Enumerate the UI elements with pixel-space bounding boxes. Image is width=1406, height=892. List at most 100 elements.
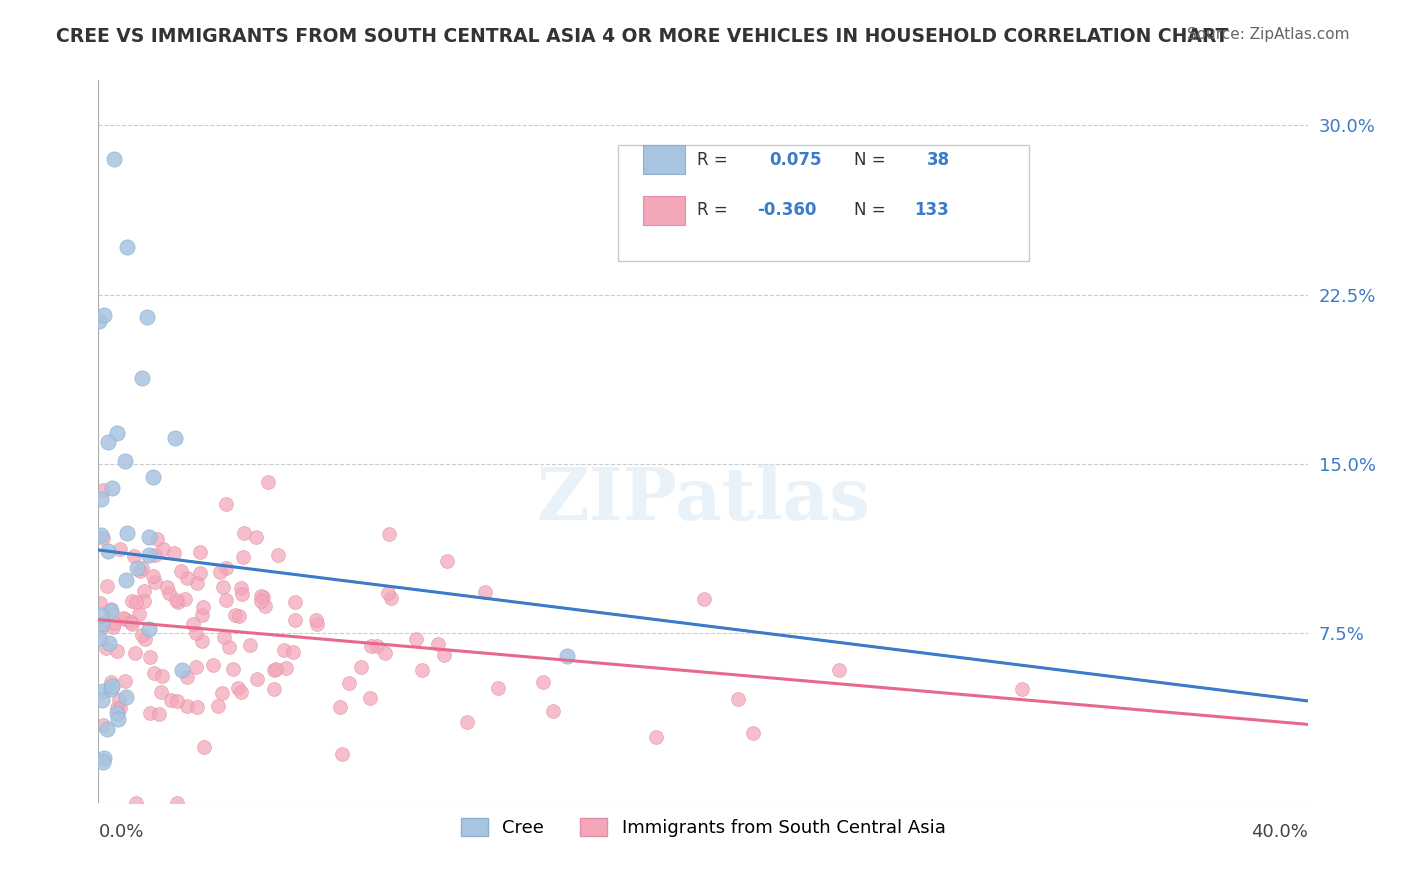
Text: 40.0%: 40.0% xyxy=(1251,823,1308,841)
Cree xyxy=(114,454,136,468)
Text: 0.075: 0.075 xyxy=(769,151,823,169)
Immigrants from South Central Asia xyxy=(163,546,186,560)
Cree xyxy=(138,530,160,544)
Immigrants from South Central Asia xyxy=(405,632,427,646)
Text: N =: N = xyxy=(855,202,886,219)
Immigrants from South Central Asia xyxy=(120,615,142,629)
Immigrants from South Central Asia xyxy=(167,595,190,609)
Bar xyxy=(643,196,685,225)
Immigrants from South Central Asia xyxy=(252,591,274,605)
Cree xyxy=(90,528,112,542)
Immigrants from South Central Asia xyxy=(145,532,167,546)
Immigrants from South Central Asia xyxy=(207,699,229,714)
Immigrants from South Central Asia xyxy=(380,591,402,605)
Immigrants from South Central Asia xyxy=(186,660,208,674)
Immigrants from South Central Asia xyxy=(193,739,215,754)
Text: Source: ZipAtlas.com: Source: ZipAtlas.com xyxy=(1187,27,1350,42)
Immigrants from South Central Asia xyxy=(486,681,509,696)
Cree xyxy=(105,425,128,440)
Immigrants from South Central Asia xyxy=(155,580,177,594)
Cree xyxy=(91,755,114,769)
Immigrants from South Central Asia xyxy=(128,607,150,621)
Immigrants from South Central Asia xyxy=(143,548,166,562)
Legend: Cree, Immigrants from South Central Asia: Cree, Immigrants from South Central Asia xyxy=(453,811,953,845)
Immigrants from South Central Asia xyxy=(160,692,183,706)
Cree xyxy=(91,617,114,632)
Immigrants from South Central Asia xyxy=(531,675,554,690)
Immigrants from South Central Asia xyxy=(232,525,254,540)
Immigrants from South Central Asia xyxy=(124,646,146,660)
Cree xyxy=(93,750,115,764)
Immigrants from South Central Asia xyxy=(284,613,307,627)
Cree xyxy=(93,683,115,698)
Immigrants from South Central Asia xyxy=(432,648,454,662)
Immigrants from South Central Asia xyxy=(201,657,224,672)
Immigrants from South Central Asia xyxy=(377,586,399,600)
Text: ZIPatlas: ZIPatlas xyxy=(536,464,870,535)
Immigrants from South Central Asia xyxy=(114,673,136,688)
Immigrants from South Central Asia xyxy=(427,637,450,651)
Immigrants from South Central Asia xyxy=(257,475,280,489)
Immigrants from South Central Asia xyxy=(131,561,153,575)
Immigrants from South Central Asia xyxy=(436,554,458,568)
Immigrants from South Central Asia xyxy=(176,670,198,684)
Immigrants from South Central Asia xyxy=(170,565,193,579)
Immigrants from South Central Asia xyxy=(263,663,285,677)
Immigrants from South Central Asia xyxy=(474,585,496,599)
Text: N =: N = xyxy=(855,151,886,169)
Immigrants from South Central Asia xyxy=(246,673,269,687)
Immigrants from South Central Asia xyxy=(456,715,478,730)
Immigrants from South Central Asia xyxy=(114,612,136,626)
Immigrants from South Central Asia xyxy=(181,616,204,631)
Immigrants from South Central Asia xyxy=(360,639,382,653)
Cree xyxy=(127,561,149,575)
Cree xyxy=(115,573,138,587)
Text: 133: 133 xyxy=(915,202,949,219)
Immigrants from South Central Asia xyxy=(105,700,128,714)
Immigrants from South Central Asia xyxy=(214,592,236,607)
Cree xyxy=(115,525,138,540)
Cree xyxy=(91,692,114,706)
Immigrants from South Central Asia xyxy=(152,541,174,556)
Immigrants from South Central Asia xyxy=(89,596,111,610)
Immigrants from South Central Asia xyxy=(222,662,245,676)
Cree xyxy=(170,663,193,677)
Immigrants from South Central Asia xyxy=(176,698,198,713)
Immigrants from South Central Asia xyxy=(250,589,273,603)
Immigrants from South Central Asia xyxy=(249,594,271,608)
Cree xyxy=(90,607,112,622)
Text: R =: R = xyxy=(697,151,728,169)
Immigrants from South Central Asia xyxy=(329,699,352,714)
Immigrants from South Central Asia xyxy=(212,630,235,644)
Immigrants from South Central Asia xyxy=(742,726,765,740)
Cree xyxy=(138,549,160,563)
Immigrants from South Central Asia xyxy=(90,621,112,635)
Immigrants from South Central Asia xyxy=(211,686,233,700)
Immigrants from South Central Asia xyxy=(212,580,235,594)
Immigrants from South Central Asia xyxy=(215,498,238,512)
Immigrants from South Central Asia xyxy=(828,663,851,677)
Immigrants from South Central Asia xyxy=(350,660,373,674)
Immigrants from South Central Asia xyxy=(186,699,208,714)
Immigrants from South Central Asia xyxy=(100,675,122,690)
Cree xyxy=(131,371,153,385)
Immigrants from South Central Asia xyxy=(112,611,135,625)
Immigrants from South Central Asia xyxy=(284,595,307,609)
Cree xyxy=(115,690,138,704)
Immigrants from South Central Asia xyxy=(96,641,118,656)
Immigrants from South Central Asia xyxy=(374,646,396,660)
Immigrants from South Central Asia xyxy=(125,595,148,609)
Immigrants from South Central Asia xyxy=(176,571,198,585)
Immigrants from South Central Asia xyxy=(232,549,254,564)
Immigrants from South Central Asia xyxy=(132,584,155,599)
Immigrants from South Central Asia xyxy=(150,669,173,683)
Immigrants from South Central Asia xyxy=(157,586,180,600)
Immigrants from South Central Asia xyxy=(378,526,401,541)
Immigrants from South Central Asia xyxy=(188,566,211,580)
Cree xyxy=(107,712,129,726)
Cree xyxy=(100,681,122,696)
FancyBboxPatch shape xyxy=(619,145,1029,260)
Immigrants from South Central Asia xyxy=(366,639,388,653)
Cree xyxy=(90,491,112,506)
Immigrants from South Central Asia xyxy=(191,600,214,615)
